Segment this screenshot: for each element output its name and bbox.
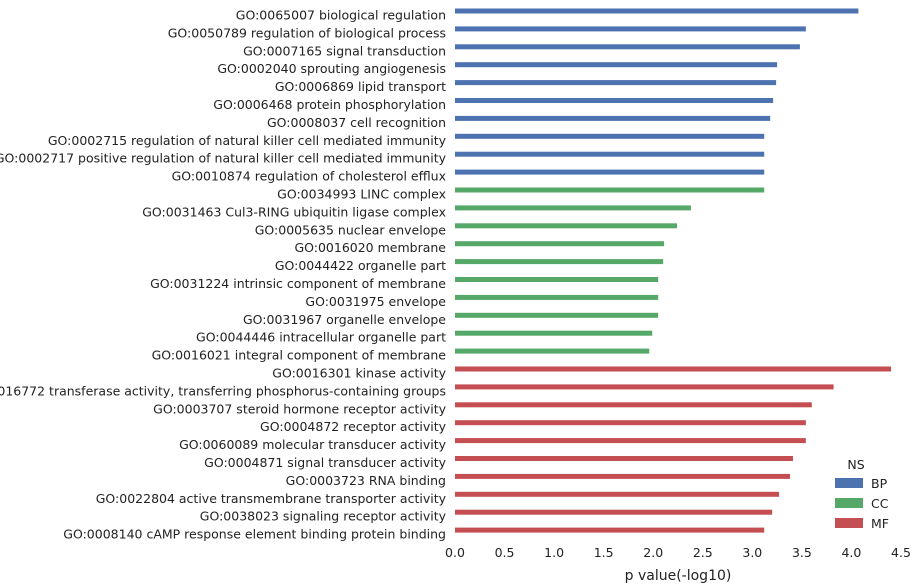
category-label: GO:0031967 organelle envelope — [243, 312, 446, 327]
category-label: GO:0031224 intrinsic component of membra… — [150, 276, 446, 291]
legend-label: BP — [871, 476, 888, 491]
bar — [455, 44, 800, 50]
bar — [455, 384, 834, 390]
category-label: GO:0002040 sprouting angiogenesis — [217, 61, 446, 76]
bar — [455, 259, 664, 265]
category-label: GO:0016021 integral component of membran… — [152, 348, 447, 363]
x-tick-label: 2.0 — [643, 545, 663, 560]
bar — [455, 527, 765, 533]
bar — [455, 348, 650, 354]
category-label: GO:0022804 active transmembrane transpor… — [96, 491, 447, 506]
bar — [455, 133, 765, 139]
category-label: GO:0006468 protein phosphorylation — [213, 97, 446, 112]
category-label: GO:0044422 organelle part — [275, 258, 446, 273]
bar — [455, 151, 765, 157]
category-label: GO:0016301 kinase activity — [272, 366, 446, 381]
bar — [455, 8, 859, 14]
bar — [455, 98, 774, 103]
category-label: GO:0044446 intracellular organelle part — [196, 330, 446, 345]
x-tick-label: 1.0 — [544, 545, 564, 560]
bar — [455, 438, 806, 444]
bar — [455, 312, 659, 318]
legend-swatch — [835, 518, 863, 528]
bar — [455, 473, 790, 479]
bar — [455, 115, 771, 121]
category-label: GO:0038023 signaling receptor activity — [200, 509, 447, 524]
x-axis-title: p value(-log10) — [625, 568, 732, 584]
category-label: GO:0007165 signal transduction — [243, 43, 446, 58]
bar — [455, 509, 773, 515]
bar — [455, 223, 678, 229]
bar — [455, 187, 765, 193]
category-label: GO:0034993 LINC complex — [277, 187, 446, 202]
category-label: GO:0002717 positive regulation of natura… — [0, 151, 447, 166]
bar — [455, 330, 653, 336]
legend-label: MF — [871, 516, 889, 531]
category-label: GO:0016020 membrane — [294, 240, 446, 255]
category-label: GO:0016772 transferase activity, transfe… — [0, 383, 446, 398]
category-label: GO:0065007 biological regulation — [236, 8, 446, 23]
bar — [455, 26, 806, 32]
category-label: GO:0003707 steroid hormone receptor acti… — [153, 401, 446, 416]
bars-group — [455, 8, 892, 533]
category-label: GO:0010874 regulation of cholesterol eff… — [172, 169, 446, 184]
bar — [455, 277, 659, 282]
x-tick-label: 0.5 — [495, 545, 515, 560]
bar — [455, 62, 778, 68]
bar — [455, 241, 665, 247]
category-label: GO:0008037 cell recognition — [267, 115, 446, 130]
bar — [455, 366, 892, 372]
x-tick-label: 2.5 — [693, 545, 713, 560]
legend-swatch — [835, 478, 863, 488]
category-label: GO:0004871 signal transducer activity — [204, 455, 446, 470]
bar — [455, 169, 765, 175]
bar — [455, 205, 691, 211]
bar — [455, 491, 780, 497]
category-label: GO:0008140 cAMP response element binding… — [63, 527, 446, 542]
x-tick-label: 0.0 — [445, 545, 465, 560]
bar — [455, 80, 777, 86]
bar — [455, 420, 806, 426]
legend-label: CC — [871, 496, 889, 511]
category-label: GO:0060089 molecular transducer activity — [179, 437, 447, 452]
category-label: GO:0006869 lipid transport — [275, 79, 446, 94]
x-tick-label: 3.0 — [742, 545, 762, 560]
category-label: GO:0004872 receptor activity — [260, 419, 447, 434]
x-tick-label: 1.5 — [594, 545, 614, 560]
x-tick-label: 4.5 — [891, 545, 911, 560]
category-labels-group: GO:0065007 biological regulation GO:00507… — [0, 8, 447, 542]
x-tick-labels-group: 0.0 0.5 1.0 1.5 2.0 2.5 3.0 3.5 4.0 4.5 — [445, 545, 911, 560]
legend: NS BP CC MF — [835, 457, 889, 531]
bar — [455, 402, 812, 408]
category-label: GO:0031463 Cul3-RING ubiquitin ligase co… — [142, 204, 446, 219]
legend-title: NS — [847, 457, 864, 472]
category-label: GO:0005635 nuclear envelope — [255, 222, 447, 237]
legend-swatch — [835, 498, 863, 508]
bar — [455, 294, 659, 300]
x-tick-label: 3.5 — [792, 545, 812, 560]
category-label: GO:0031975 envelope — [305, 294, 446, 309]
x-tick-label: 4.0 — [841, 545, 861, 560]
category-label: GO:0002715 regulation of natural killer … — [48, 133, 447, 148]
category-label: GO:0050789 regulation of biological proc… — [168, 25, 446, 40]
category-label: GO:0003723 RNA binding — [286, 473, 446, 488]
bar — [455, 456, 793, 461]
